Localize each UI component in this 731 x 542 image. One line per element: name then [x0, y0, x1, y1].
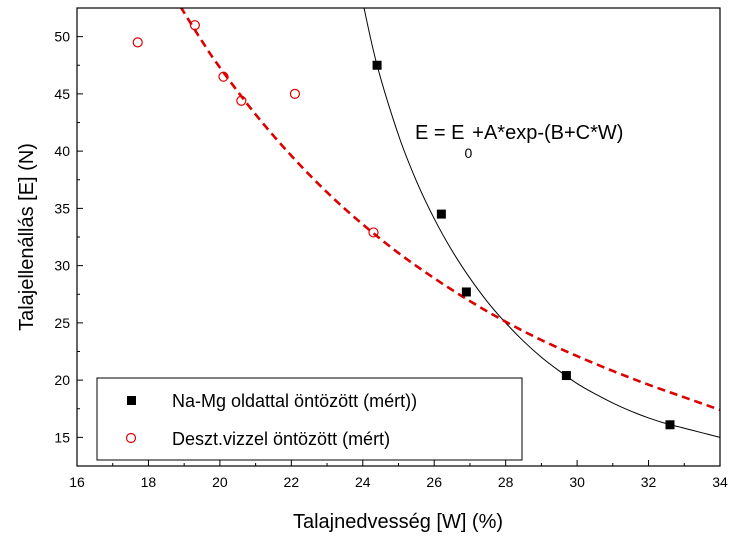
x-tick-label: 22: [284, 474, 300, 490]
x-tick-label: 20: [212, 474, 228, 490]
data-point-deszt: [132, 37, 143, 48]
y-tick-label: 25: [54, 315, 70, 331]
x-tick-label: 24: [355, 474, 371, 490]
legend-label-deszt: Deszt.vizzel öntözött (mért): [172, 429, 390, 449]
y-tick-label: 30: [54, 258, 70, 274]
legend-label-na-mg: Na-Mg oldattal öntözött (mért)): [172, 391, 417, 411]
y-tick-label: 45: [54, 86, 70, 102]
x-tick-label: 32: [641, 474, 657, 490]
y-axis-title: Talajellenállás [E] (N): [16, 143, 38, 331]
y-tick-label: 35: [54, 200, 70, 216]
data-point-na-mg: [665, 420, 675, 430]
legend-box: [96, 377, 523, 461]
fit-curve-na-mg: [363, 8, 720, 438]
legend-marker-deszt: [125, 432, 137, 444]
x-axis-title: Talajnedvesség [W] (%): [293, 511, 503, 533]
x-tick-label: 16: [69, 474, 85, 490]
y-tick-label: 50: [54, 29, 70, 45]
legend: Na-Mg oldattal öntözött (mért)) Deszt.vi…: [96, 377, 523, 461]
data-point-deszt: [189, 20, 200, 31]
data-point-deszt: [368, 227, 379, 238]
data-points: [132, 20, 675, 430]
fit-curves: [179, 8, 720, 438]
data-point-na-mg: [461, 287, 471, 297]
fit-equation-subscript: 0: [464, 145, 472, 161]
data-point-deszt: [236, 95, 247, 106]
x-tick-label: 30: [569, 474, 585, 490]
data-point-na-mg: [372, 60, 382, 70]
fit-equation: E = E0+A*exp-(B+C*W): [415, 122, 623, 161]
y-tick-label: 15: [54, 429, 70, 445]
data-point-na-mg: [561, 371, 571, 381]
x-tick-label: 34: [712, 474, 728, 490]
axis-ticks: 16 18 20 22 24 26 28 30 32 34 15 20 25 30 35 40 45 50: [54, 7, 728, 490]
data-point-deszt: [218, 71, 229, 82]
y-tick-label: 20: [54, 372, 70, 388]
fit-equation-rest: +A*exp-(B+C*W): [472, 122, 623, 144]
fit-curve-deszt: [179, 8, 720, 412]
legend-marker-na-mg: [127, 396, 136, 405]
x-tick-label: 18: [141, 474, 157, 490]
x-tick-label: 28: [498, 474, 514, 490]
x-tick-label: 26: [426, 474, 442, 490]
y-tick-label: 40: [54, 143, 70, 159]
data-point-deszt: [289, 88, 301, 99]
data-point-na-mg: [436, 209, 446, 219]
